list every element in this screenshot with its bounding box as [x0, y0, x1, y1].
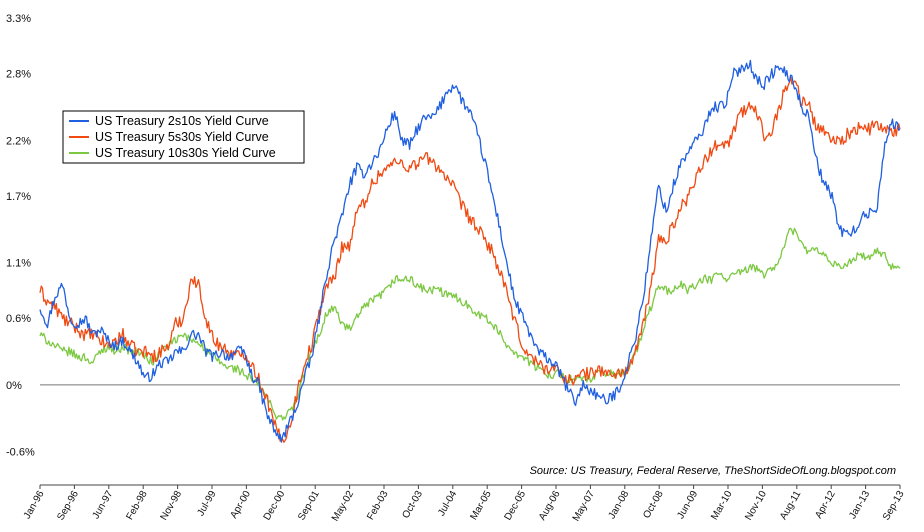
y-axis: -0.6% 0% 0.6% 1.1% 1.7% 2.2% 2.8% 3.3%	[6, 13, 35, 459]
y-tick-label: 1.1%	[6, 258, 31, 270]
legend-label-10s30s: US Treasury 10s30s Yield Curve	[95, 146, 276, 160]
y-tick-label: 0.6%	[6, 313, 31, 325]
y-tick-label: 1.7%	[6, 191, 31, 203]
y-tick-label: 0%	[6, 380, 22, 392]
series-layer	[39, 59, 901, 443]
legend: US Treasury 2s10s Yield Curve US Treasur…	[62, 110, 305, 164]
legend-label-5s30s: US Treasury 5s30s Yield Curve	[95, 130, 269, 144]
series-line-10s30s	[39, 227, 901, 421]
legend-label-2s10s: US Treasury 2s10s Yield Curve	[95, 114, 269, 128]
y-tick-label: 3.3%	[6, 13, 31, 25]
source-note: Source: US Treasury, Federal Reserve, Th…	[530, 465, 896, 477]
legend-box	[62, 110, 305, 164]
series-line-5s30s	[39, 76, 901, 443]
y-tick-label: 2.8%	[6, 69, 31, 81]
y-tick-label: -0.6%	[6, 447, 35, 459]
y-tick-label: 2.2%	[6, 135, 31, 147]
series-line-2s10s	[39, 59, 901, 443]
